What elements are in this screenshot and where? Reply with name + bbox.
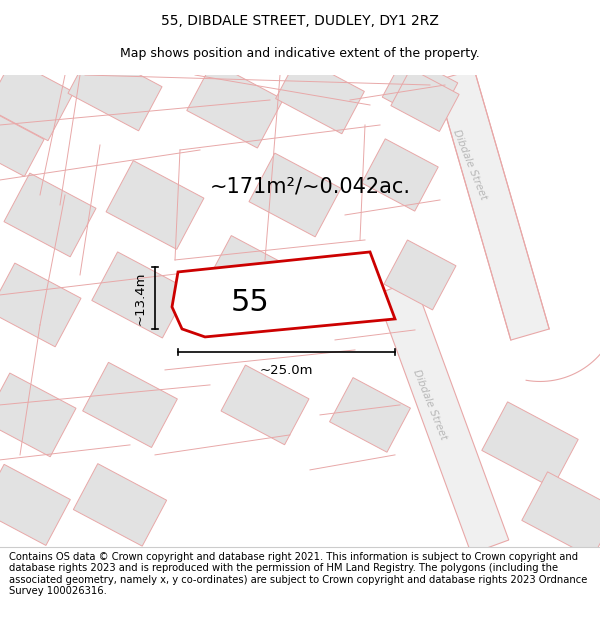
Polygon shape — [0, 114, 44, 176]
Text: Contains OS data © Crown copyright and database right 2021. This information is : Contains OS data © Crown copyright and d… — [9, 551, 587, 596]
Polygon shape — [384, 240, 456, 310]
Text: Map shows position and indicative extent of the property.: Map shows position and indicative extent… — [120, 48, 480, 61]
Polygon shape — [68, 49, 162, 131]
Polygon shape — [436, 69, 549, 340]
Polygon shape — [221, 365, 309, 445]
Polygon shape — [106, 161, 204, 249]
Polygon shape — [482, 402, 578, 488]
Polygon shape — [249, 153, 341, 237]
Polygon shape — [275, 56, 364, 134]
Polygon shape — [362, 139, 438, 211]
Polygon shape — [391, 69, 459, 131]
Polygon shape — [92, 252, 188, 338]
Polygon shape — [83, 362, 178, 448]
Text: Dibdale Street: Dibdale Street — [451, 128, 488, 201]
Polygon shape — [522, 472, 600, 558]
Text: ~25.0m: ~25.0m — [260, 364, 313, 377]
Text: 55, DIBDALE STREET, DUDLEY, DY1 2RZ: 55, DIBDALE STREET, DUDLEY, DY1 2RZ — [161, 14, 439, 28]
Polygon shape — [329, 378, 410, 452]
Polygon shape — [207, 236, 293, 314]
Polygon shape — [376, 281, 509, 554]
Text: 55: 55 — [231, 288, 270, 317]
Polygon shape — [187, 62, 283, 148]
Polygon shape — [382, 55, 458, 125]
Polygon shape — [73, 464, 167, 546]
Polygon shape — [0, 373, 76, 457]
Polygon shape — [4, 173, 96, 257]
Text: ~171m²/~0.042ac.: ~171m²/~0.042ac. — [209, 177, 410, 197]
Polygon shape — [0, 464, 70, 546]
Text: Dibdale Street: Dibdale Street — [412, 368, 449, 441]
Polygon shape — [172, 252, 395, 337]
Text: ~13.4m: ~13.4m — [134, 271, 147, 325]
Polygon shape — [0, 263, 81, 347]
Polygon shape — [0, 59, 74, 141]
